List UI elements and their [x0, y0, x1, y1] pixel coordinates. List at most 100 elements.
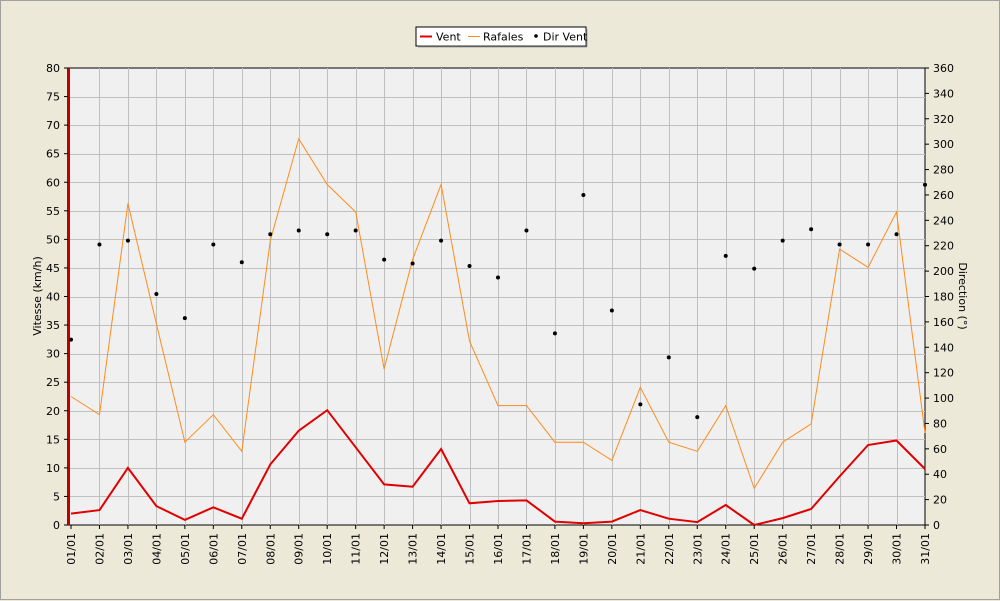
dir-vent-point [126, 239, 130, 243]
dir-vent-point [724, 254, 728, 258]
right-tick-label: 200 [933, 265, 954, 278]
right-tick-label: 220 [933, 240, 954, 253]
right-tick-label: 40 [933, 468, 947, 481]
legend-dir-vent-label: Dir Vent [543, 31, 588, 44]
left-tick-label: 15 [46, 433, 60, 446]
left-tick-label: 10 [46, 462, 60, 475]
left-tick-label: 55 [46, 205, 60, 218]
x-tick-label: 11/01 [350, 533, 363, 565]
x-tick-label: 18/01 [549, 533, 562, 565]
dir-vent-point [610, 308, 614, 312]
dir-vent-point [809, 227, 813, 231]
dir-vent-point [667, 355, 671, 359]
legend-dir-vent-swatch [534, 34, 538, 38]
right-tick-label: 20 [933, 494, 947, 507]
x-tick-label: 23/01 [691, 533, 704, 565]
dir-vent-point [325, 232, 329, 236]
dir-vent-point [297, 228, 301, 232]
right-tick-label: 180 [933, 291, 954, 304]
dir-vent-point [411, 261, 415, 265]
dir-vent-point [524, 228, 528, 232]
dir-vent-point [240, 260, 244, 264]
dir-vent-point [439, 239, 443, 243]
x-tick-label: 29/01 [862, 533, 875, 565]
left-tick-label: 60 [46, 176, 60, 189]
dir-vent-point [752, 267, 756, 271]
x-tick-label: 22/01 [663, 533, 676, 565]
right-tick-label: 280 [933, 164, 954, 177]
y-axis-label-right: Direction (°) [956, 262, 969, 329]
x-tick-label: 08/01 [264, 533, 277, 565]
left-tick-label: 20 [46, 405, 60, 418]
dir-vent-point [866, 242, 870, 246]
dir-vent-point [838, 242, 842, 246]
x-tick-label: 02/01 [93, 533, 106, 565]
x-tick-label: 20/01 [606, 533, 619, 565]
dir-vent-point [468, 264, 472, 268]
legend: Vent Rafales Dir Vent [416, 27, 588, 47]
x-tick-label: 07/01 [236, 533, 249, 565]
left-axis-ticks: 0 5 10 15 20 25 30 35 40 45 50 55 60 65 70 75 80 [46, 62, 68, 532]
x-tick-label: 30/01 [891, 533, 904, 565]
dir-vent-point [354, 228, 358, 232]
right-tick-label: 120 [933, 367, 954, 380]
right-tick-label: 360 [933, 62, 954, 75]
x-tick-label: 06/01 [207, 533, 220, 565]
dir-vent-point [781, 239, 785, 243]
x-tick-label: 25/01 [748, 533, 761, 565]
right-tick-label: 140 [933, 341, 954, 354]
left-tick-label: 25 [46, 376, 60, 389]
x-tick-label: 14/01 [435, 533, 448, 565]
right-tick-label: 160 [933, 316, 954, 329]
right-axis-ticks: 0204060801001201401601802002202402602803… [925, 62, 954, 532]
x-tick-label: 01/01 [65, 533, 78, 565]
legend-rafales-label: Rafales [483, 31, 524, 44]
dir-vent-point [581, 193, 585, 197]
x-tick-label: 09/01 [293, 533, 306, 565]
x-tick-label: 05/01 [179, 533, 192, 565]
x-tick-label: 21/01 [634, 533, 647, 565]
x-tick-label: 13/01 [407, 533, 420, 565]
dir-vent-point [895, 232, 899, 236]
left-tick-label: 40 [46, 291, 60, 304]
left-tick-label: 45 [46, 262, 60, 275]
dir-vent-point [154, 292, 158, 296]
left-tick-label: 75 [46, 91, 60, 104]
left-tick-label: 80 [46, 62, 60, 75]
right-tick-label: 260 [933, 189, 954, 202]
x-tick-label: 27/01 [805, 533, 818, 565]
left-tick-label: 70 [46, 119, 60, 132]
left-tick-label: 30 [46, 348, 60, 361]
left-tick-label: 35 [46, 319, 60, 332]
dir-vent-point [268, 232, 272, 236]
right-tick-label: 80 [933, 417, 947, 430]
dir-vent-point [69, 338, 73, 342]
left-tick-label: 0 [53, 519, 60, 532]
left-tick-label: 65 [46, 148, 60, 161]
x-tick-label: 17/01 [520, 533, 533, 565]
right-tick-label: 240 [933, 214, 954, 227]
right-tick-label: 0 [933, 519, 940, 532]
dir-vent-point [553, 331, 557, 335]
dir-vent-point [638, 402, 642, 406]
left-tick-label: 50 [46, 233, 60, 246]
x-tick-label: 16/01 [492, 533, 505, 565]
dir-vent-point [183, 316, 187, 320]
x-tick-label: 04/01 [150, 533, 163, 565]
dir-vent-point [382, 258, 386, 262]
x-tick-label: 31/01 [919, 533, 932, 565]
x-tick-label: 28/01 [834, 533, 847, 565]
x-tick-label: 19/01 [577, 533, 590, 565]
x-tick-label: 15/01 [464, 533, 477, 565]
x-tick-label: 03/01 [122, 533, 135, 565]
dir-vent-point [97, 242, 101, 246]
y-axis-label: Vitesse (km/h) [31, 256, 44, 336]
right-tick-label: 340 [933, 87, 954, 100]
left-tick-label: 5 [53, 490, 60, 503]
x-tick-label: 24/01 [720, 533, 733, 565]
x-tick-label: 26/01 [777, 533, 790, 565]
legend-vent-label: Vent [436, 31, 461, 44]
right-tick-label: 60 [933, 443, 947, 456]
dir-vent-point [695, 415, 699, 419]
